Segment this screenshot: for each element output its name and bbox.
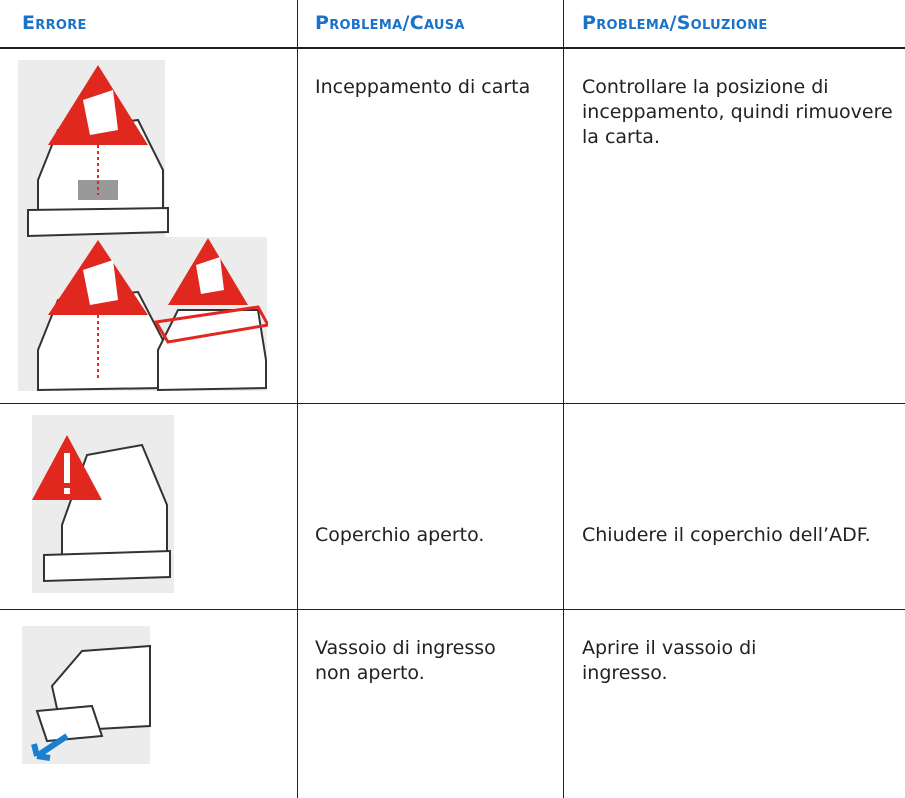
paper-jam-illustration <box>18 60 268 392</box>
input-tray-illustration <box>22 626 151 764</box>
column-rule <box>297 0 298 798</box>
solution-text: Controllare la posizione di inceppamento… <box>582 76 893 148</box>
header-rule <box>0 47 905 49</box>
solution-text: Aprire il vassoio di ingresso. <box>582 637 757 684</box>
header-cause: Problema/Causa <box>315 12 465 34</box>
row-rule <box>0 609 905 610</box>
cause-text: Coperchio aperto. <box>315 524 485 546</box>
solution-text: Chiudere il coperchio dell’ADF. <box>582 524 871 546</box>
column-rule <box>563 0 564 798</box>
header-error: Errore <box>22 12 87 34</box>
cause-text: Vassoio di ingresso non aperto. <box>315 637 496 684</box>
cause-text: Inceppamento di carta <box>315 76 531 98</box>
cover-open-illustration <box>32 415 174 593</box>
header-solution: Problema/Soluzione <box>582 12 768 34</box>
row-rule <box>0 403 905 404</box>
